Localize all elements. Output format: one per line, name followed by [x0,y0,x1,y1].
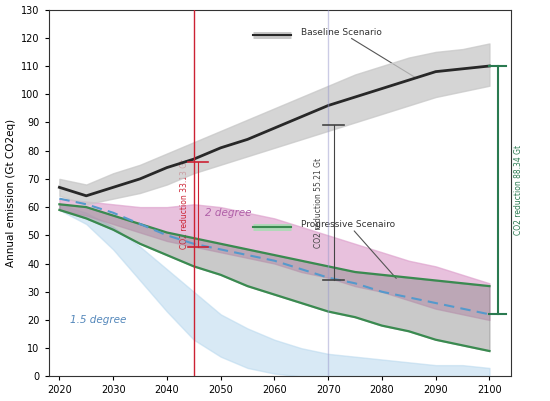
Y-axis label: Annual emission (Gt CO2eq): Annual emission (Gt CO2eq) [6,119,15,267]
Text: CO2 reduction 33.13 Gt: CO2 reduction 33.13 Gt [180,159,190,249]
Text: 2 degree: 2 degree [205,208,251,218]
Text: Baseline Scenario: Baseline Scenario [301,28,417,79]
Text: 1.5 degree: 1.5 degree [70,315,126,325]
Text: CO2 reduction 88.34 Gt: CO2 reduction 88.34 Gt [514,145,522,235]
Text: Progressive Scenairo: Progressive Scenairo [301,220,396,278]
Text: CO2 reduction 55.21 Gt: CO2 reduction 55.21 Gt [314,158,323,248]
